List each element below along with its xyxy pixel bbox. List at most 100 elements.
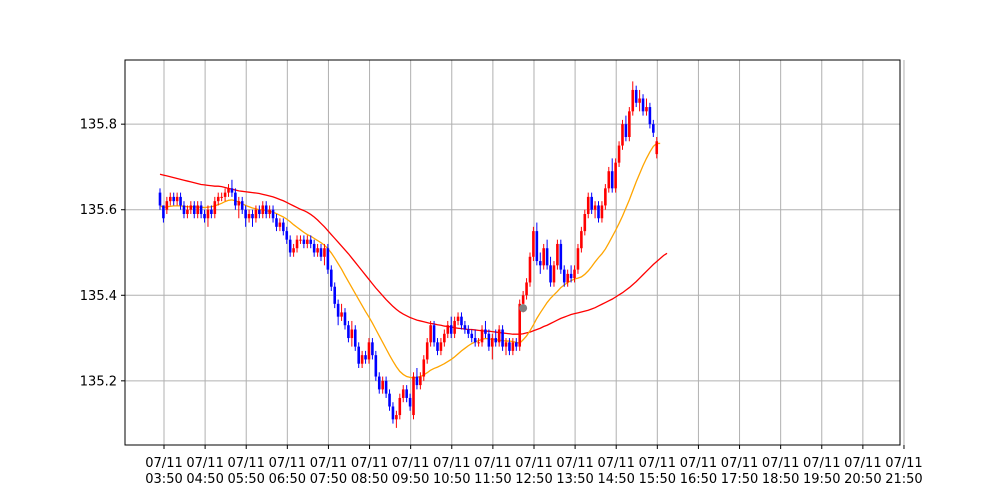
candle [285,226,289,244]
candle-body [634,89,638,103]
candle [271,205,275,223]
candle [600,201,604,223]
candle-body [292,248,295,253]
x-tick-label-date: 07/11 [145,456,182,471]
candle-body [401,389,405,398]
candle [628,107,631,142]
candle [412,372,415,420]
candle-body [247,214,251,219]
x-tick-label-time: 06:50 [269,472,306,487]
candle [453,316,456,339]
candle-body [343,312,347,326]
x-tick-label-date: 07/11 [474,456,511,471]
candle-body [453,320,456,334]
candle-body [271,209,275,219]
x-tick-label-date: 07/11 [762,456,799,471]
candle [491,333,494,360]
candle [371,338,374,360]
x-tick-label-date: 07/11 [310,456,347,471]
candle [597,201,600,223]
candle-body [562,269,566,283]
candle [299,235,302,244]
candle [203,209,206,223]
candle-body [244,209,247,219]
candle [501,325,504,351]
plot-area-frame [124,59,901,446]
candle-body [583,214,587,232]
candle [593,201,597,219]
candle [573,265,576,283]
candle [528,252,532,287]
candle [168,192,172,206]
candle [655,137,659,159]
candle-body [501,329,504,347]
candle-body [470,333,474,339]
candle-body [610,171,614,189]
candle [583,209,587,236]
candle-body [223,192,227,197]
candle [282,218,285,236]
candle-body [652,124,655,133]
candle [278,218,282,232]
candle [473,329,477,347]
candle-body [329,269,333,287]
candle-body [395,415,398,420]
candle [316,243,319,257]
candle [443,329,446,347]
x-tick-label-time: 16:50 [680,472,717,487]
candle-body [590,196,593,210]
candle [525,278,528,300]
candle-body [227,188,230,193]
candle-body [299,239,302,241]
candle [360,350,364,368]
candle-body [484,329,487,334]
candle [247,209,251,223]
candle-body [491,338,494,347]
candle-body [360,355,364,364]
candle [374,350,378,381]
candle [652,119,655,137]
candle [460,312,463,330]
candle [511,338,515,356]
candle-body [168,196,172,202]
candle-body [353,329,357,347]
x-tick-label-date: 07/11 [433,456,470,471]
candle [329,265,333,291]
candle-body [398,397,402,416]
candle-body [285,231,289,240]
candle [206,205,210,227]
x-tick-label-time: 11:50 [474,472,511,487]
x-tick-label-time: 14:50 [597,472,634,487]
candle-body [316,248,319,253]
candle-body [638,98,641,103]
x-tick-label-time: 19:50 [803,472,840,487]
candle [237,196,241,219]
candle [158,188,162,210]
candle-body [240,201,244,210]
candle [333,282,337,309]
candle-body [199,205,203,214]
candle-body [556,243,559,266]
candle [357,342,360,368]
candle-body [203,214,206,219]
candle-body [514,342,518,347]
candle-body [326,248,330,270]
candle-body [254,209,258,219]
candle [216,192,220,206]
x-tick-label-time: 09:50 [392,472,429,487]
candle-body [172,196,176,202]
candle [295,235,299,253]
candle [425,338,429,364]
candle-body [278,222,282,227]
x-tick-label-date: 07/11 [597,456,634,471]
x-tick-label-time: 21:50 [885,472,922,487]
candle [388,389,391,411]
candle [449,316,453,339]
candle-body [381,380,384,390]
candle [552,261,556,287]
candle-body [463,325,467,330]
candle-body [549,265,552,283]
candle-body [593,205,597,210]
candle-body [432,325,436,343]
candle-body [614,162,617,189]
